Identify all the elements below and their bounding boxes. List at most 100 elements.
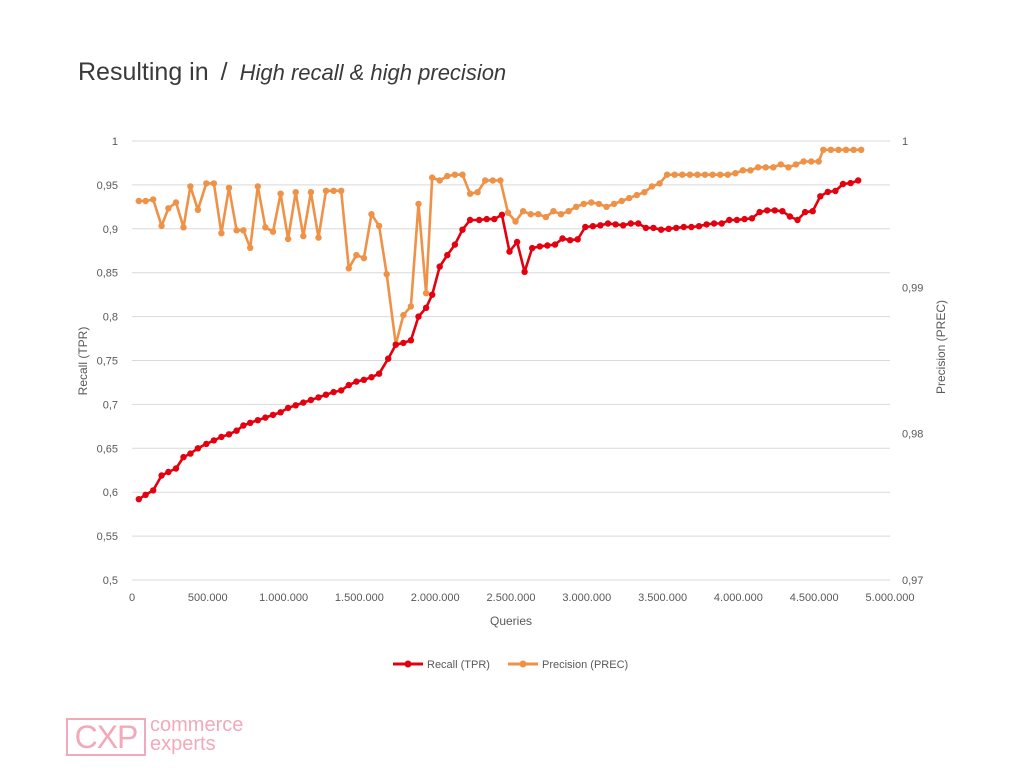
data-point-precision [489,177,496,184]
data-point-recall [483,215,490,223]
data-point-recall [392,341,399,348]
data-point-precision [747,167,754,174]
data-point-precision [400,311,407,319]
data-point-precision [732,170,739,177]
data-point-recall [794,216,801,224]
legend-recall-marker [404,660,412,668]
company-logo: CXP commerce experts [66,714,266,758]
data-point-recall [597,222,604,229]
data-point-recall [756,208,763,216]
data-point-recall [247,419,254,426]
data-point-recall [436,263,443,270]
data-point-precision [835,146,842,153]
data-point-precision [203,180,210,187]
data-point-precision [671,171,678,178]
data-point-precision [595,200,603,208]
y-axis-label: Recall (TPR) [76,327,90,396]
data-point-recall [604,220,612,227]
data-point-recall [135,496,142,503]
data-point-precision [459,171,466,178]
x-axis-ticks: 0 500.000 1.000.000 1.500.000 2.000.000 2.500… [129,592,915,604]
data-point-recall [172,465,180,472]
data-point-recall [233,427,240,434]
y-tick-label: 0,6 [103,487,118,499]
data-point-recall [566,237,574,244]
data-point-precision [269,228,277,235]
data-point-recall [847,179,854,187]
data-point-precision [679,171,686,178]
data-point-recall [218,433,225,441]
data-point-recall [194,445,202,452]
data-point-recall [779,208,786,215]
data-point-precision [842,146,850,153]
data-point-precision [180,224,187,231]
y2-tick-label: 0,99 [902,282,923,294]
logo-line-1: commerce [150,714,244,736]
data-point-precision [701,171,709,178]
data-point-recall [824,188,831,196]
data-point-precision [142,197,149,205]
data-point-precision [739,167,747,174]
data-point-recall [635,220,642,227]
slide-title-separator: / [220,58,228,86]
data-point-precision [663,171,671,178]
data-point-precision [429,174,436,181]
data-point-recall [688,223,695,231]
data-point-precision [444,172,451,180]
data-point-recall [536,243,543,250]
data-point-precision [717,171,724,178]
right-axis-ticks: 0,97 0,98 0,99 1 [902,136,923,587]
data-point-recall [513,238,521,246]
data-point-recall [551,241,559,248]
data-point-precision [641,189,648,196]
data-point-precision [535,211,542,218]
data-point-recall [375,370,383,377]
data-point-precision [694,171,701,178]
data-point-precision [770,164,777,171]
slide-title: Resulting in / High recall & high precisio… [78,58,506,87]
data-point-precision [262,224,269,231]
data-point-precision [135,197,142,205]
data-point-recall [476,216,483,224]
data-point-recall [254,417,261,424]
data-point-precision [565,208,572,215]
data-point-recall [459,226,466,233]
data-point-precision [300,232,307,240]
data-point-precision [254,183,261,190]
x-tick-label: 500.000 [188,592,228,604]
x-tick-label: 5.000.000 [866,592,915,604]
data-point-recall [665,225,672,232]
data-point-recall [620,222,627,229]
data-point-recall [322,391,330,398]
x-tick-label: 1.000.000 [259,592,308,604]
data-point-recall [277,409,284,416]
data-point-precision [451,171,459,178]
data-point-precision [218,230,225,237]
data-point-recall [574,236,581,243]
data-point-recall [832,187,839,195]
data-point-precision [633,191,640,199]
data-point-recall [839,180,847,188]
data-point-precision [618,197,625,205]
data-point-precision [724,171,731,178]
x-axis-label: Queries [490,614,532,628]
data-point-recall [786,213,794,220]
data-point-precision [527,211,534,218]
data-point-precision [550,208,557,215]
data-point-precision [172,199,180,206]
data-point-recall [726,216,733,224]
data-point-recall [817,193,824,200]
data-point-recall [764,207,771,214]
data-point-recall [703,221,710,228]
data-point-recall [429,291,436,298]
data-point-recall [315,394,322,401]
y2-axis-label: Precision (PREC) [934,300,948,394]
y-tick-label: 0,75 [97,356,118,368]
data-point-recall [748,215,756,222]
data-point-recall [451,241,459,248]
data-point-precision [656,180,663,187]
data-point-recall [385,355,392,362]
data-point-recall [187,450,194,457]
data-point-recall [809,208,816,215]
y-tick-label: 0,9 [103,224,118,236]
